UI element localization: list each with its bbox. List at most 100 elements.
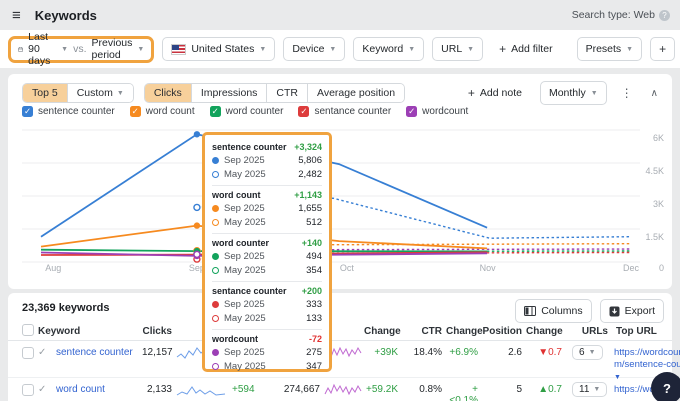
- col-impressions-change[interactable]: Change: [364, 325, 401, 337]
- search-type-label: Search type: Web ?: [572, 9, 670, 21]
- added-check-icon: ✓: [38, 384, 47, 395]
- kebab-menu-icon[interactable]: ⋮: [620, 86, 633, 100]
- tab-ctr[interactable]: CTR: [267, 84, 309, 102]
- tab-clicks[interactable]: Clicks: [144, 84, 192, 102]
- url-expand-caret-icon[interactable]: ▼: [614, 374, 621, 381]
- svg-text:4.5K: 4.5K: [645, 166, 664, 176]
- chevron-down-icon: ▼: [588, 349, 596, 356]
- collapse-chart-icon[interactable]: ∧: [650, 87, 658, 99]
- col-keyword[interactable]: Keyword: [38, 325, 81, 337]
- legend-item-word-counter[interactable]: ✓ word counter: [209, 106, 284, 117]
- clicks-change-value: +594: [232, 384, 255, 395]
- export-icon: [609, 306, 620, 316]
- ctr-value: 0.8%: [419, 384, 442, 395]
- menu-icon[interactable]: ≡: [12, 6, 21, 24]
- top-url-link[interactable]: https://wordcount.c: [614, 384, 680, 395]
- col-top-url[interactable]: Top URL: [616, 325, 657, 337]
- chevron-down-icon: ▼: [408, 45, 416, 53]
- add-filter-button[interactable]: + Add filter: [491, 37, 561, 61]
- col-position-change[interactable]: Change: [526, 325, 563, 337]
- chevron-down-icon: ▼: [593, 386, 601, 393]
- help-button[interactable]: ?: [651, 372, 680, 401]
- plus-icon: +: [499, 42, 507, 56]
- ctr-value: 18.4%: [413, 347, 442, 358]
- series-dot-filled-icon: [212, 349, 219, 357]
- top-bar: ≡ Keywords Search type: Web ?: [0, 0, 680, 30]
- col-urls[interactable]: URLs: [581, 325, 608, 337]
- urls-dropdown[interactable]: 6 ▼: [572, 345, 603, 360]
- search-type-info-icon[interactable]: ?: [659, 9, 670, 21]
- interval-dropdown[interactable]: Monthly ▼: [539, 81, 607, 105]
- columns-button[interactable]: Columns: [515, 299, 592, 323]
- series-dot-hollow-icon: [212, 170, 219, 178]
- calendar-icon: [18, 46, 23, 52]
- series-mode-group: Top 5 Custom ▼: [22, 83, 134, 103]
- svg-text:6K: 6K: [653, 133, 664, 143]
- date-range-filter[interactable]: Last 90 days ▼ vs. Previous period ▼: [8, 31, 155, 67]
- presets-button[interactable]: Presets ▼: [576, 37, 643, 61]
- series-dot-hollow-icon: [212, 266, 219, 274]
- position-change-value: ▼0.7: [538, 347, 562, 358]
- svg-text:Aug: Aug: [45, 263, 61, 273]
- tab-custom[interactable]: Custom ▼: [67, 84, 133, 102]
- position-value: 2.6: [508, 347, 522, 358]
- series-dot-hollow-icon: [212, 314, 219, 322]
- chevron-down-icon: ▼: [467, 45, 475, 53]
- col-clicks[interactable]: Clicks: [142, 325, 172, 337]
- tab-impressions[interactable]: Impressions: [191, 84, 268, 102]
- series-dot-filled-icon: [212, 205, 219, 213]
- device-filter[interactable]: Device ▼: [283, 37, 346, 61]
- plus-icon: +: [659, 42, 667, 56]
- ctr-change-value: +<0.1%: [449, 384, 478, 401]
- added-check-icon: ✓: [38, 347, 47, 358]
- svg-text:0: 0: [659, 263, 664, 273]
- svg-text:Nov: Nov: [480, 263, 497, 273]
- metric-tabs-group: Clicks Impressions CTR Average position: [143, 83, 406, 103]
- col-ctr[interactable]: CTR: [421, 325, 442, 337]
- export-button[interactable]: Export: [599, 299, 664, 323]
- col-ctr-change[interactable]: Change: [446, 325, 483, 337]
- series-dot-hollow-icon: [212, 218, 219, 226]
- legend-item-word-count[interactable]: ✓ word count: [129, 106, 195, 117]
- tooltip-section: word counter +140 Sep 2025 494 May 2025 354: [212, 233, 322, 281]
- clicks-chart-svg: 6K 4.5K 3K 1.5K 0 Aug Sep Oct Nov Dec: [22, 129, 664, 273]
- keywords-table-card: 23,369 keywords Columns Export Keyword C…: [8, 293, 680, 401]
- chevron-down-icon: ▼: [137, 45, 145, 53]
- row-checkbox[interactable]: [22, 347, 34, 359]
- legend-item-sentence-counter[interactable]: ✓ sentence counter: [22, 106, 115, 117]
- chevron-down-icon: ▼: [259, 45, 267, 53]
- impressions-change-value: +39K: [374, 347, 398, 358]
- add-preset-button[interactable]: +: [650, 37, 676, 61]
- svg-text:Oct: Oct: [340, 263, 355, 273]
- tooltip-section: word count +1,143 Sep 2025 1,655 May 2025 5…: [212, 185, 322, 233]
- series-dot-filled-icon: [212, 301, 219, 309]
- country-filter[interactable]: United States ▼: [162, 37, 276, 61]
- impressions-sparkline: [324, 382, 364, 400]
- svg-text:Sep: Sep: [189, 263, 205, 273]
- position-value: 5: [516, 384, 522, 395]
- keywords-count: 23,369 keywords: [22, 302, 110, 314]
- svg-text:3K: 3K: [653, 199, 664, 209]
- select-all-checkbox[interactable]: [22, 323, 34, 336]
- clicks-chart[interactable]: 6K 4.5K 3K 1.5K 0 Aug Sep Oct Nov Dec: [8, 124, 672, 274]
- add-note-button[interactable]: + Add note: [459, 81, 530, 105]
- legend-item-wordcount[interactable]: ✓ wordcount: [406, 106, 469, 117]
- checkbox-checked-icon: ✓: [22, 106, 33, 117]
- columns-icon: [524, 306, 537, 316]
- url-filter[interactable]: URL ▼: [432, 37, 484, 61]
- urls-dropdown[interactable]: 11 ▼: [572, 382, 608, 397]
- tooltip-section: sentence counter +3,324 Sep 2025 5,806 May…: [212, 142, 322, 180]
- top-url-link[interactable]: https://wordcount.com/sentence-counter: [614, 347, 680, 370]
- clicks-value: 2,133: [146, 384, 172, 395]
- tab-average-position[interactable]: Average position: [308, 84, 405, 102]
- keyword-filter[interactable]: Keyword ▼: [353, 37, 425, 61]
- filter-bar: Last 90 days ▼ vs. Previous period ▼ Uni…: [0, 30, 680, 68]
- keyword-link[interactable]: word count: [56, 384, 105, 395]
- keyword-link[interactable]: sentence counter: [56, 347, 133, 358]
- col-position[interactable]: Position: [482, 325, 522, 337]
- chart-tooltip: sentence counter +3,324 Sep 2025 5,806 May…: [202, 132, 332, 372]
- tab-top5[interactable]: Top 5: [23, 84, 68, 102]
- series-dot-filled-icon: [212, 157, 219, 165]
- row-checkbox[interactable]: [22, 384, 34, 396]
- legend-item-sentance-counter[interactable]: ✓ sentance counter: [298, 106, 392, 117]
